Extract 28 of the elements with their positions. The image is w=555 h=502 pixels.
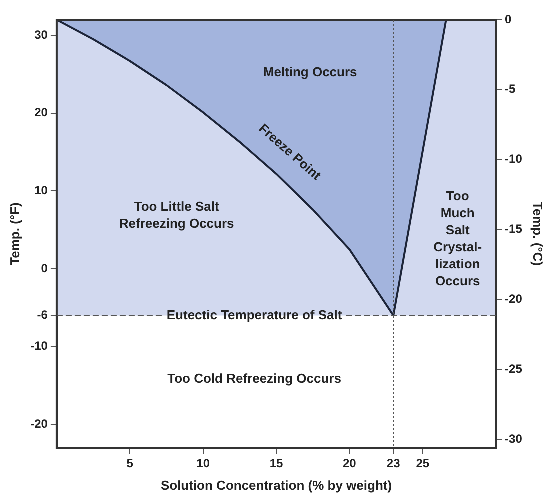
annotation: Too Cold Refreezing Occurs — [168, 371, 342, 386]
y2-tick-label: -10 — [505, 152, 523, 166]
y-tick-label: 20 — [34, 106, 48, 120]
y2-axis-title: Temp. (°C) — [530, 202, 546, 266]
y2-tick-label: -25 — [505, 362, 523, 376]
y2-tick-label: -15 — [505, 222, 523, 236]
y2-tick-label: -5 — [505, 82, 516, 96]
x-tick-label: 23 — [386, 456, 401, 471]
x-axis-title: Solution Concentration (% by weight) — [160, 478, 392, 493]
y-tick-label: 10 — [34, 184, 48, 198]
x-tick-label: 25 — [416, 456, 430, 471]
y-tick-label: -20 — [30, 416, 48, 431]
y-tick-label: -10 — [30, 339, 48, 354]
y-tick-label: -6 — [37, 308, 48, 322]
y-axis-title: Temp. (°F) — [7, 202, 22, 266]
annotation: Melting Occurs — [263, 64, 358, 80]
y-tick-label: 0 — [41, 261, 48, 276]
y2-tick-label: 0 — [505, 12, 512, 26]
annotation: Too Much Salt Crystal- lization Occurs — [434, 188, 482, 289]
x-tick-label: 5 — [126, 456, 134, 471]
y2-tick-label: -20 — [505, 292, 523, 306]
annotation: Too Little Salt Refreezing Occurs — [119, 199, 234, 232]
x-tick-label: 15 — [270, 456, 284, 471]
x-tick-label: 10 — [196, 456, 210, 471]
y-tick-label: 30 — [34, 28, 48, 42]
ref-line-label: Eutectic Temperature of Salt — [166, 307, 343, 322]
y2-tick-label: -30 — [505, 432, 523, 446]
x-tick-label: 20 — [343, 456, 357, 471]
